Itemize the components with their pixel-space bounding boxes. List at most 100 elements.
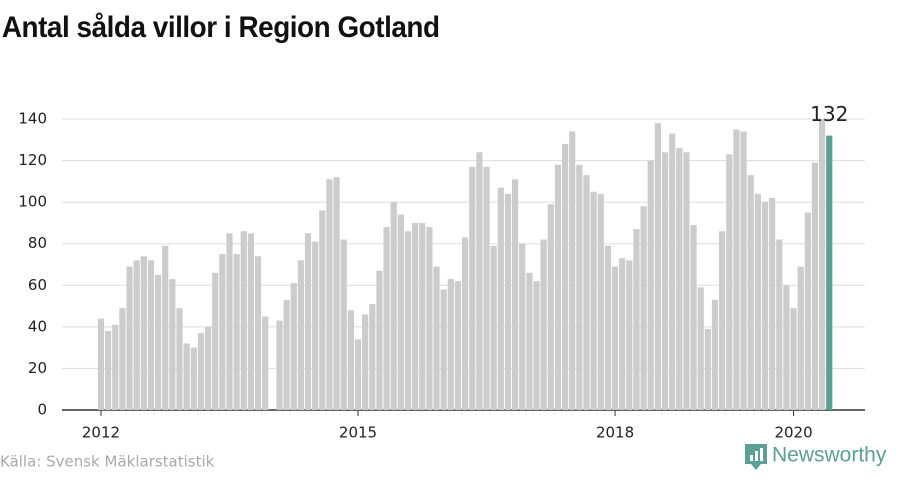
bar (661, 152, 669, 410)
bar (740, 131, 747, 410)
bar (561, 143, 569, 410)
bar (183, 343, 190, 410)
bar (440, 289, 447, 410)
bar (483, 166, 490, 410)
bar (526, 272, 533, 410)
bar (704, 328, 711, 410)
bar (676, 148, 683, 410)
bar (204, 326, 212, 410)
bar (133, 260, 140, 410)
bar (826, 135, 833, 410)
bar (404, 231, 412, 410)
bar (262, 316, 269, 410)
bar (583, 175, 590, 410)
bar (112, 324, 119, 410)
bar (604, 245, 612, 410)
bar (447, 279, 454, 410)
bar (590, 191, 597, 410)
bar (611, 266, 619, 410)
bar (212, 272, 219, 410)
bar (347, 310, 354, 410)
y-tick-label: 100 (18, 193, 47, 211)
bar (283, 299, 290, 410)
bar (276, 320, 283, 410)
bar (105, 331, 112, 410)
y-tick-label: 80 (28, 234, 47, 252)
bar (619, 258, 626, 410)
bar (290, 283, 297, 410)
bar (690, 225, 697, 410)
bar (426, 227, 433, 410)
chart-title: Antal sålda villor i Region Gotland (2, 11, 440, 44)
brand: Newsworthy (772, 444, 887, 467)
bar (340, 239, 347, 410)
bar (226, 233, 233, 410)
bar (497, 187, 504, 410)
bar (469, 166, 476, 410)
bar (719, 231, 726, 410)
bar (540, 239, 547, 410)
bar (397, 214, 404, 410)
bar (297, 260, 304, 410)
bar (390, 202, 397, 410)
bar (783, 285, 790, 410)
bar (240, 231, 247, 410)
bar (733, 129, 740, 410)
bar (197, 333, 205, 410)
bar (169, 279, 176, 410)
bar (333, 177, 340, 410)
y-tick-label: 140 (18, 110, 47, 128)
y-tick-label: 0 (37, 401, 47, 419)
x-tick-label: 2012 (82, 424, 120, 442)
bar (147, 260, 155, 410)
value-label: 132 (810, 102, 848, 126)
bar (419, 222, 426, 410)
source: Källa: Svensk Mäklarstatistik (0, 453, 215, 471)
bar (326, 179, 333, 410)
bar (433, 266, 440, 410)
bar (354, 339, 362, 410)
bar (454, 281, 462, 410)
x-tick-label: 2020 (774, 424, 812, 442)
bar (383, 227, 390, 410)
bar (761, 202, 769, 410)
bar (490, 245, 497, 410)
bar (769, 197, 776, 410)
bar (754, 193, 761, 410)
bar (547, 204, 554, 410)
bar (711, 299, 719, 410)
bar (412, 222, 419, 410)
bar (476, 152, 483, 410)
bar (776, 239, 783, 410)
bar (140, 256, 147, 410)
bar (369, 303, 376, 410)
bar (669, 133, 676, 411)
bar (319, 210, 326, 410)
bar (804, 212, 811, 410)
y-tick-label: 120 (18, 151, 47, 169)
logo (745, 444, 767, 470)
bar (640, 206, 647, 410)
bar (533, 281, 540, 410)
bar (683, 152, 690, 410)
bar (462, 237, 469, 410)
bar (219, 254, 226, 410)
bar (190, 347, 197, 410)
bar (176, 308, 183, 410)
bar (376, 270, 383, 410)
bar (726, 154, 733, 410)
bar (233, 254, 240, 410)
bar (569, 131, 576, 410)
bar (247, 233, 255, 410)
x-tick-label: 2015 (339, 424, 377, 442)
bar (554, 164, 562, 410)
bar (597, 193, 604, 410)
bar (819, 119, 826, 410)
bar (304, 233, 312, 410)
bar (97, 318, 105, 410)
bar (797, 266, 804, 410)
y-tick-label: 20 (28, 359, 47, 377)
bar (790, 308, 797, 410)
bar (747, 175, 754, 410)
